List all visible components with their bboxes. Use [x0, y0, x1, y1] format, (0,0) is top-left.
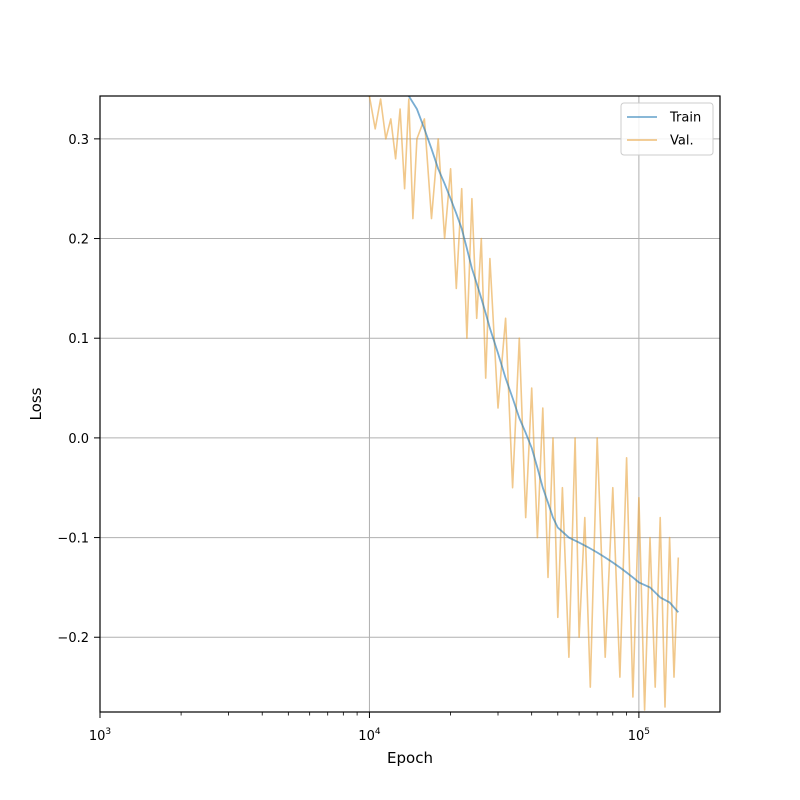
legend-label-train: Train	[669, 111, 701, 126]
plot-area	[100, 96, 720, 712]
y-axis-label: Loss	[27, 387, 45, 420]
series-layer	[368, 96, 680, 711]
x-tick-label: 104	[358, 727, 381, 744]
x-tick-base: 10	[358, 729, 375, 744]
y-tick-label: 0.2	[68, 233, 89, 248]
series-line-train	[408, 96, 679, 613]
plot-frame	[99, 95, 721, 713]
x-tick-exponent: 4	[375, 727, 381, 737]
series-line-val	[368, 96, 680, 711]
y-tick-label: −0.2	[57, 631, 89, 646]
y-tick-label: 0.0	[68, 432, 89, 447]
y-axis: 0.3 0.2 0.1 0.0 −0.1 −0.2	[57, 133, 100, 646]
legend-box	[620, 102, 714, 156]
x-tick-exponent: 3	[105, 727, 111, 737]
x-axis-label: Epoch	[387, 749, 433, 767]
legend-label-val: Val.	[670, 134, 694, 149]
y-tick-label: 0.1	[68, 332, 89, 347]
x-axis: 103 104 105	[89, 712, 650, 744]
x-tick-base: 10	[628, 729, 645, 744]
y-tick-label: 0.3	[68, 133, 89, 148]
x-tick-label: 103	[89, 727, 111, 744]
x-tick-base: 10	[89, 729, 106, 744]
y-tick-label: −0.1	[57, 532, 89, 547]
x-tick-label: 105	[628, 727, 650, 744]
x-tick-exponent: 5	[644, 727, 650, 737]
legend: Train Val.	[620, 102, 714, 156]
